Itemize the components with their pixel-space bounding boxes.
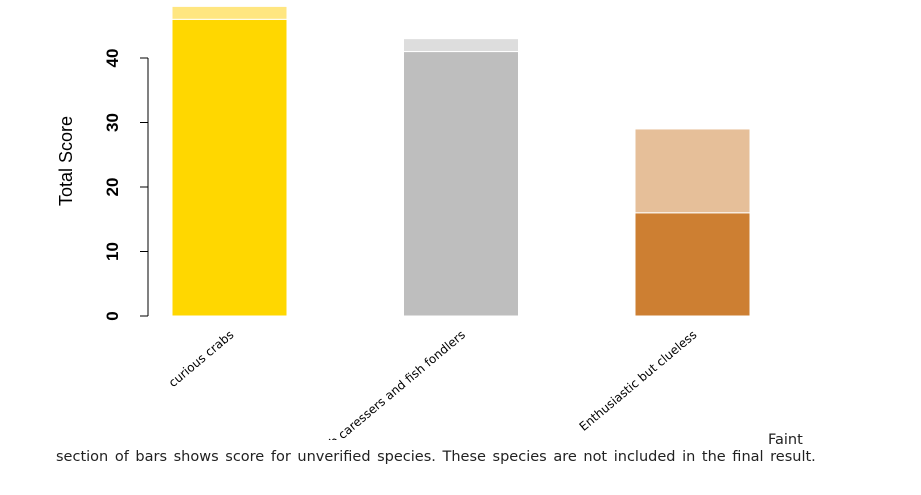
y-tick-label: 40 <box>103 49 122 68</box>
y-tick-label: 10 <box>103 242 122 261</box>
bar-unverified <box>403 38 519 53</box>
bar-unverified <box>171 5 288 20</box>
bar-unverified <box>634 128 751 214</box>
bar-verified <box>171 18 288 317</box>
y-axis: 0 10 20 30 40 <box>103 49 149 321</box>
bar-verified <box>403 51 519 317</box>
bar-verified <box>634 212 751 317</box>
x-tick-labels: curious crabs Crab caressers and fish fon… <box>166 328 699 440</box>
y-tick-label: 30 <box>103 113 122 132</box>
x-tick-label: Enthusiastic but clueless <box>577 328 700 434</box>
bars-group <box>171 5 751 317</box>
bar-chart: 0 10 20 30 40 Total Score curious crabs Crab … <box>56 5 751 440</box>
x-tick-label: curious crabs <box>166 328 236 390</box>
x-tick-label: Crab caressers and fish fondlers <box>311 328 468 440</box>
y-axis-label: Total Score <box>56 116 76 206</box>
y-tick-label: 20 <box>103 178 122 197</box>
y-tick-label: 0 <box>103 311 122 320</box>
chart-caption: Faint section of bars shows score for un… <box>56 432 816 465</box>
